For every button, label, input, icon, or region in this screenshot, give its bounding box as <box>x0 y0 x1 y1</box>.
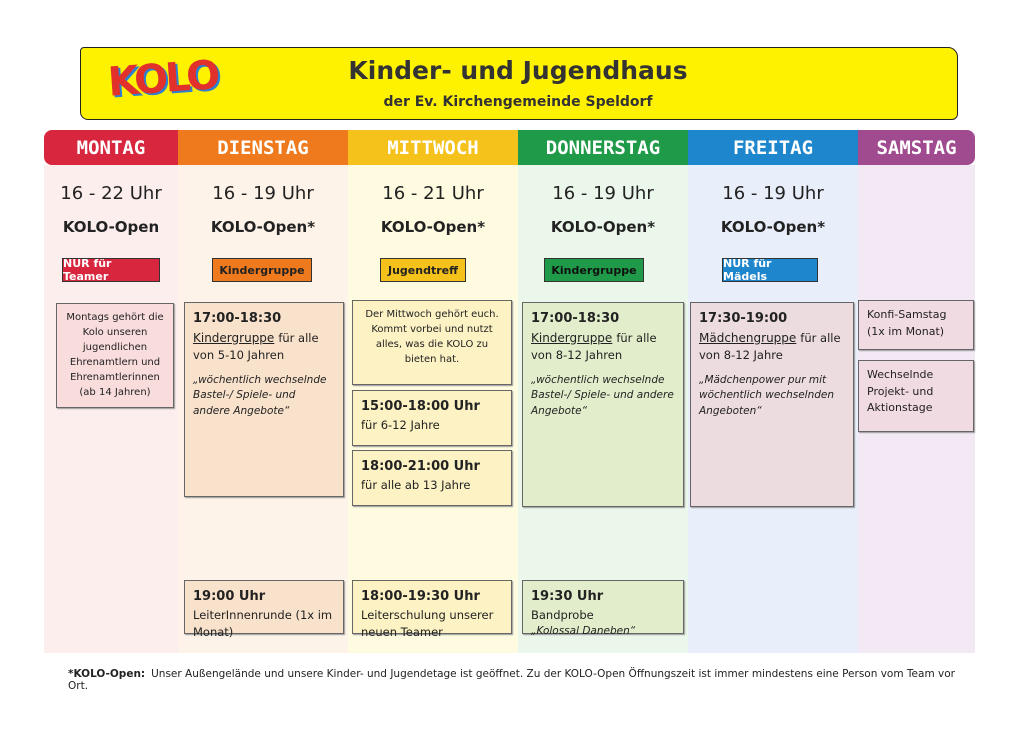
text: Leiterschulung unserer neuen Teamer <box>361 607 494 640</box>
day-header: MONTAG <box>44 130 178 165</box>
open-label: KOLO-Open* <box>720 218 826 236</box>
time: 15:00-18:00 Uhr <box>361 399 480 414</box>
text: für alle ab 13 Jahre <box>361 477 471 492</box>
note: „wöchentlich wechselnde Bastel-/ Spiele-… <box>531 373 674 418</box>
program-box: 17:30-19:00 Mädchengruppe für alle von 8-1… <box>690 302 854 507</box>
program-box: 17:00-18:30 Kindergruppe für alle von 5-10… <box>184 302 344 497</box>
text: Bandprobe <box>531 607 594 622</box>
program-box: 19:30 Uhr Bandprobe „Kolossal Daneben“ <box>522 580 684 637</box>
description: Konfi-Samstag (1x im Monat) <box>867 307 965 340</box>
hours: 16 - 19 Uhr <box>722 183 824 204</box>
text: für alle von 5-10 Jahren <box>193 330 319 363</box>
tag: NUR für Mädels <box>722 257 818 283</box>
footer: *KOLO-Open: Unser Außengelände und unsere… <box>68 668 968 692</box>
time: 18:00-21:00 Uhr <box>361 459 480 474</box>
footer-label: *KOLO-Open: <box>68 668 146 680</box>
text: Wechselnde Projekt- und Aktionstage <box>867 368 934 414</box>
tag: Kindergruppe <box>544 258 644 282</box>
description: Der Mittwoch gehört euch. Kommt vorbei u… <box>359 307 505 367</box>
text: für alle von 8-12 Jahren <box>531 330 657 363</box>
hours: 16 - 19 Uhr <box>552 183 654 204</box>
time: 17:00-18:30 <box>193 311 282 326</box>
description: Leiterschulung unserer neuen Teamer <box>361 607 503 642</box>
program-box: 18:00-19:30 Uhr Leiterschulung unserer ne… <box>352 580 512 639</box>
time: 17:00-18:30 <box>531 311 620 326</box>
footer-text: Unser Außengelände und unsere Kinder- un… <box>68 668 955 692</box>
time: 18:00-19:30 Uhr <box>361 589 480 604</box>
title: Kinder- und Jugendhaus <box>348 56 688 85</box>
program-box: 15:00-18:00 Uhr für 6-12 Jahre <box>352 390 512 446</box>
open-label: KOLO-Open* <box>210 218 316 236</box>
day-header: DONNERSTAG <box>518 130 688 165</box>
day-header: DIENSTAG <box>178 130 348 165</box>
program-box: 17:00-18:30 Kindergruppe für alle von 8-12… <box>522 302 684 507</box>
subtitle: der Ev. Kirchengemeinde Speldorf <box>383 94 653 110</box>
text: für alle von 8-12 Jahre <box>699 330 841 363</box>
text: Konfi-Samstag (1x im Monat) <box>867 308 947 338</box>
tag: Kindergruppe <box>212 258 312 282</box>
program-box: Konfi-Samstag (1x im Monat) <box>858 300 974 350</box>
description: Kindergruppe für alle von 8-12 Jahren <box>531 329 675 365</box>
program-box: 19:00 Uhr LeiterInnenrunde (1x im Monat) <box>184 580 344 639</box>
description: Bandprobe <box>531 607 675 625</box>
program-box: Wechselnde Projekt- und Aktionstage <box>858 360 974 432</box>
description: Kindergruppe für alle von 5-10 Jahren <box>193 329 335 365</box>
text: LeiterInnenrunde (1x im Monat) <box>193 607 333 640</box>
group-title: Mädchengruppe <box>699 330 797 345</box>
hours: 16 - 19 Uhr <box>212 183 314 204</box>
note: „Mädchenpower pur mit wöchentlich wechse… <box>699 373 835 418</box>
time: 19:00 Uhr <box>193 589 266 604</box>
description: Wechselnde Projekt- und Aktionstage <box>867 367 965 417</box>
tag: NUR für Teamer <box>62 257 160 283</box>
day-header: SAMSTAG <box>858 130 975 165</box>
open-label: KOLO-Open* <box>380 218 486 236</box>
note: „Kolossal Daneben“ <box>531 625 636 637</box>
program-box: Montags gehört die Kolo unseren jugendli… <box>56 303 174 408</box>
description: LeiterInnenrunde (1x im Monat) <box>193 607 335 642</box>
time: 19:30 Uhr <box>531 589 604 604</box>
program-box: Der Mittwoch gehört euch. Kommt vorbei u… <box>352 300 512 385</box>
day-header: FREITAG <box>688 130 858 165</box>
text: für 6-12 Jahre <box>361 417 440 432</box>
description: für 6-12 Jahre <box>361 417 503 435</box>
hours: 16 - 22 Uhr <box>60 183 162 204</box>
description: Montags gehört die Kolo unseren jugendli… <box>63 310 167 400</box>
day-column <box>44 165 178 653</box>
description: Mädchengruppe für alle von 8-12 Jahre <box>699 329 845 365</box>
text: Montags gehört die Kolo unseren jugendli… <box>66 312 164 398</box>
header-banner <box>80 47 958 120</box>
hours: 16 - 21 Uhr <box>382 183 484 204</box>
note: „wöchentlich wechselnde Bastel-/ Spiele-… <box>193 373 327 418</box>
text: Der Mittwoch gehört euch. Kommt vorbei u… <box>365 309 499 365</box>
tag: Jugendtreff <box>380 258 466 282</box>
day-header: MITTWOCH <box>348 130 518 165</box>
group-title: Kindergruppe <box>531 330 613 345</box>
time: 17:30-19:00 <box>699 311 788 326</box>
open-label: KOLO-Open* <box>550 218 656 236</box>
group-title: Kindergruppe <box>193 330 275 345</box>
description: für alle ab 13 Jahre <box>361 477 503 495</box>
open-label: KOLO-Open <box>62 218 160 236</box>
program-box: 18:00-21:00 Uhr für alle ab 13 Jahre <box>352 450 512 506</box>
